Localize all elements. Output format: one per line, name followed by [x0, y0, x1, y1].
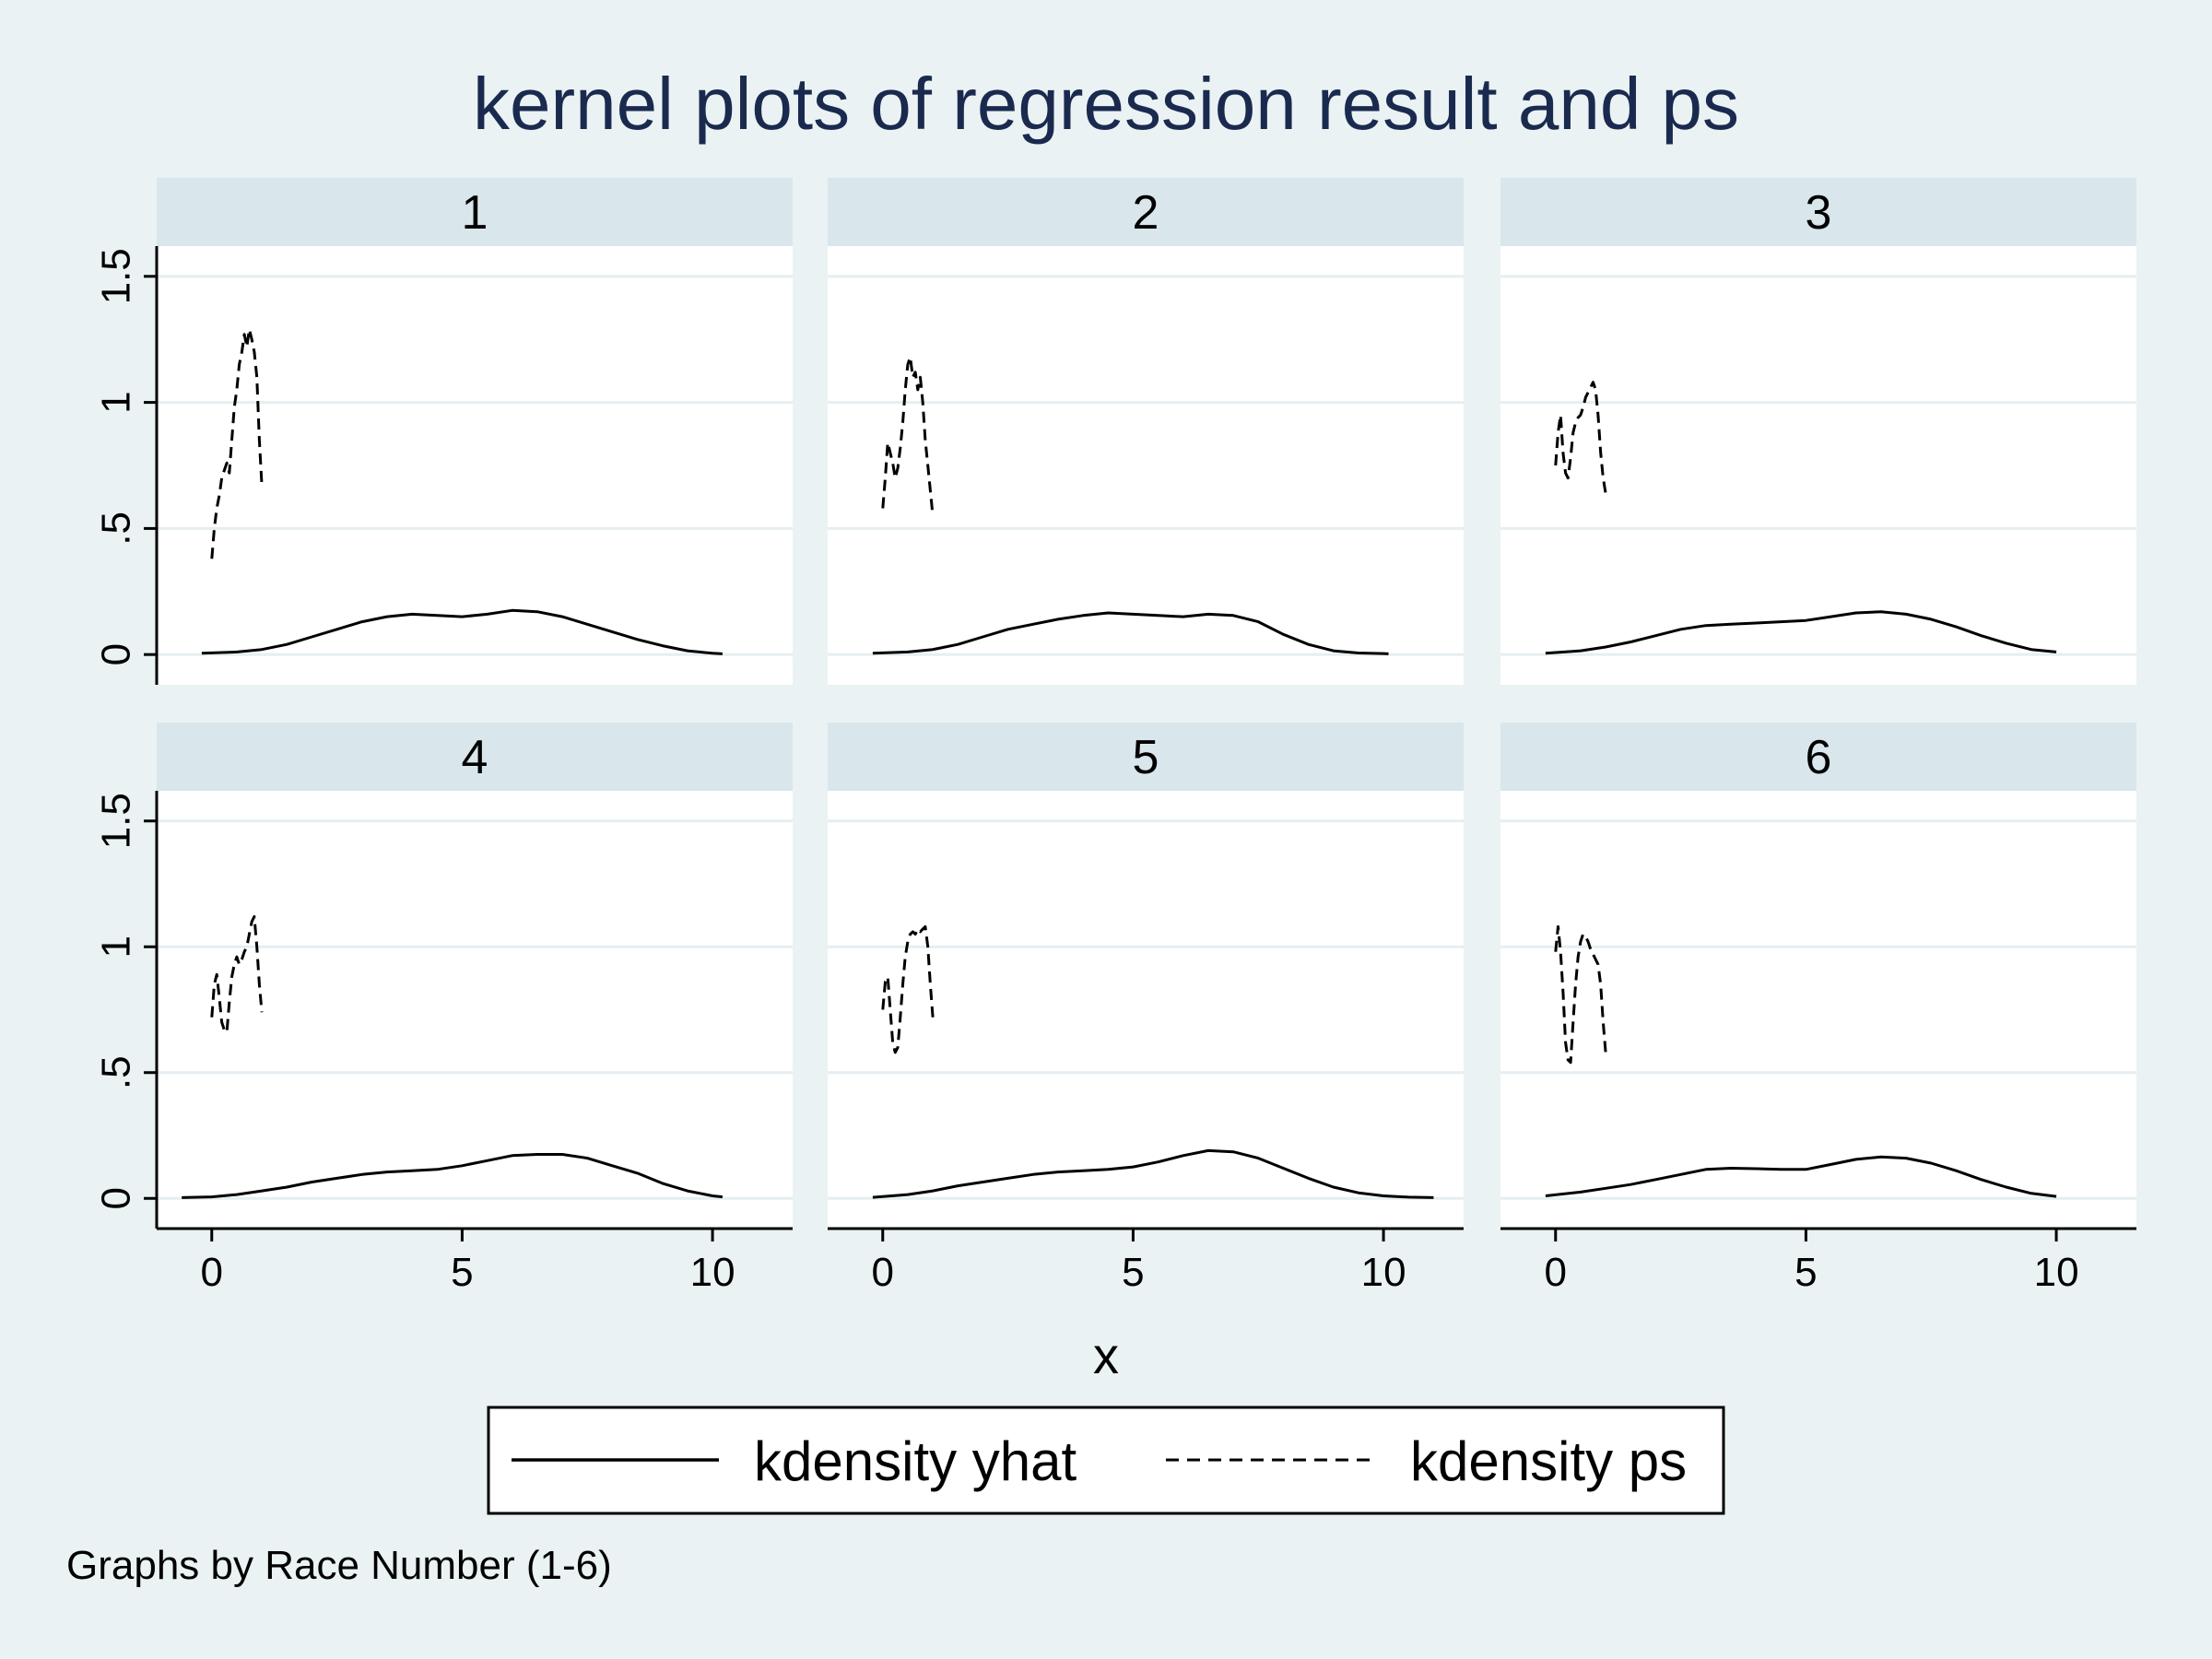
y-tick-label: 1	[94, 391, 139, 413]
x-tick-label: 10	[1361, 1250, 1406, 1295]
x-axis-col-1: 0 5 10	[157, 1227, 793, 1295]
y-tick-label: 0	[94, 1187, 139, 1209]
panel-grid: 1 2 3 4 5 6	[157, 178, 2136, 1229]
panel-2: 2	[828, 178, 1464, 685]
plot-area	[828, 246, 1464, 685]
plot-area	[157, 791, 793, 1229]
x-tick-label: 10	[2034, 1250, 2079, 1295]
plot-area	[157, 246, 793, 685]
x-axis-col-2: 0 5 10	[828, 1227, 1464, 1295]
ps-density-line	[210, 915, 264, 1034]
y-tick-label: .5	[94, 1055, 139, 1089]
legend-label-yhat: kdensity yhat	[754, 1430, 1077, 1492]
plot-area	[828, 791, 1464, 1229]
panel-strip-label: 3	[1806, 186, 1832, 240]
panel-strip-label: 4	[462, 731, 488, 784]
x-tick-label: 5	[1122, 1250, 1144, 1295]
yhat-density-line	[872, 1148, 1434, 1199]
graphs-by-note: Graphs by Race Number (1-6)	[66, 1543, 612, 1588]
x-tick-label: 0	[201, 1250, 223, 1295]
x-axis-title: x	[1093, 1326, 1119, 1384]
x-tick-label: 0	[1545, 1250, 1567, 1295]
panel-strip-label: 1	[462, 186, 488, 240]
panel-strip-label: 2	[1133, 186, 1159, 240]
panel-strip	[157, 178, 793, 246]
yhat-density-line	[1545, 610, 2057, 655]
plot-area	[1500, 791, 2136, 1229]
y-tick-label: 1	[94, 935, 139, 958]
x-tick-label: 10	[690, 1250, 735, 1295]
y-tick-label: 1.5	[94, 248, 139, 304]
ps-density-line	[1554, 924, 1607, 1065]
y-tick-label: 1.5	[94, 793, 139, 849]
y-axis-row-2: 0 .5 1 1.5	[94, 791, 159, 1229]
yhat-density-line	[201, 608, 723, 655]
x-axis-col-3: 0 5 10	[1500, 1227, 2136, 1295]
y-tick-label: .5	[94, 512, 139, 546]
ps-density-line	[881, 355, 935, 516]
yhat-density-line	[872, 611, 1389, 655]
panel-strip-label: 5	[1133, 731, 1159, 784]
panel-6: 6	[1500, 723, 2136, 1229]
panel-strip	[828, 178, 1464, 246]
legend: kdensity yhat kdensity ps	[487, 1406, 1725, 1515]
plot-area	[1500, 246, 2136, 685]
x-tick-label: 5	[1794, 1250, 1817, 1295]
ps-density-line	[881, 924, 935, 1054]
x-tick-label: 0	[872, 1250, 894, 1295]
panel-4: 4	[157, 723, 793, 1229]
yhat-density-line	[1545, 1155, 2057, 1198]
y-axes: 0 .5 1 1.5 0 .5 1 1.5	[94, 246, 159, 1229]
y-tick-label: 0	[94, 643, 139, 665]
legend-label-ps: kdensity ps	[1410, 1430, 1687, 1492]
panel-1: 1	[157, 178, 793, 685]
chart-title: kernel plots of regression result and ps	[473, 63, 1739, 145]
panel-3: 3	[1500, 178, 2136, 685]
x-axes: 0 5 10 0 5 10 0 5 10	[157, 1227, 2136, 1295]
y-axis-row-1: 0 .5 1 1.5	[94, 246, 159, 685]
ps-density-line	[1554, 381, 1607, 494]
panel-strip	[157, 723, 793, 791]
panel-5: 5	[828, 723, 1464, 1229]
panel-strip	[1500, 178, 2136, 246]
yhat-density-line	[182, 1153, 724, 1199]
panel-strip	[828, 723, 1464, 791]
panel-strip	[1500, 723, 2136, 791]
panel-strip-label: 6	[1806, 731, 1832, 784]
x-tick-label: 5	[451, 1250, 473, 1295]
